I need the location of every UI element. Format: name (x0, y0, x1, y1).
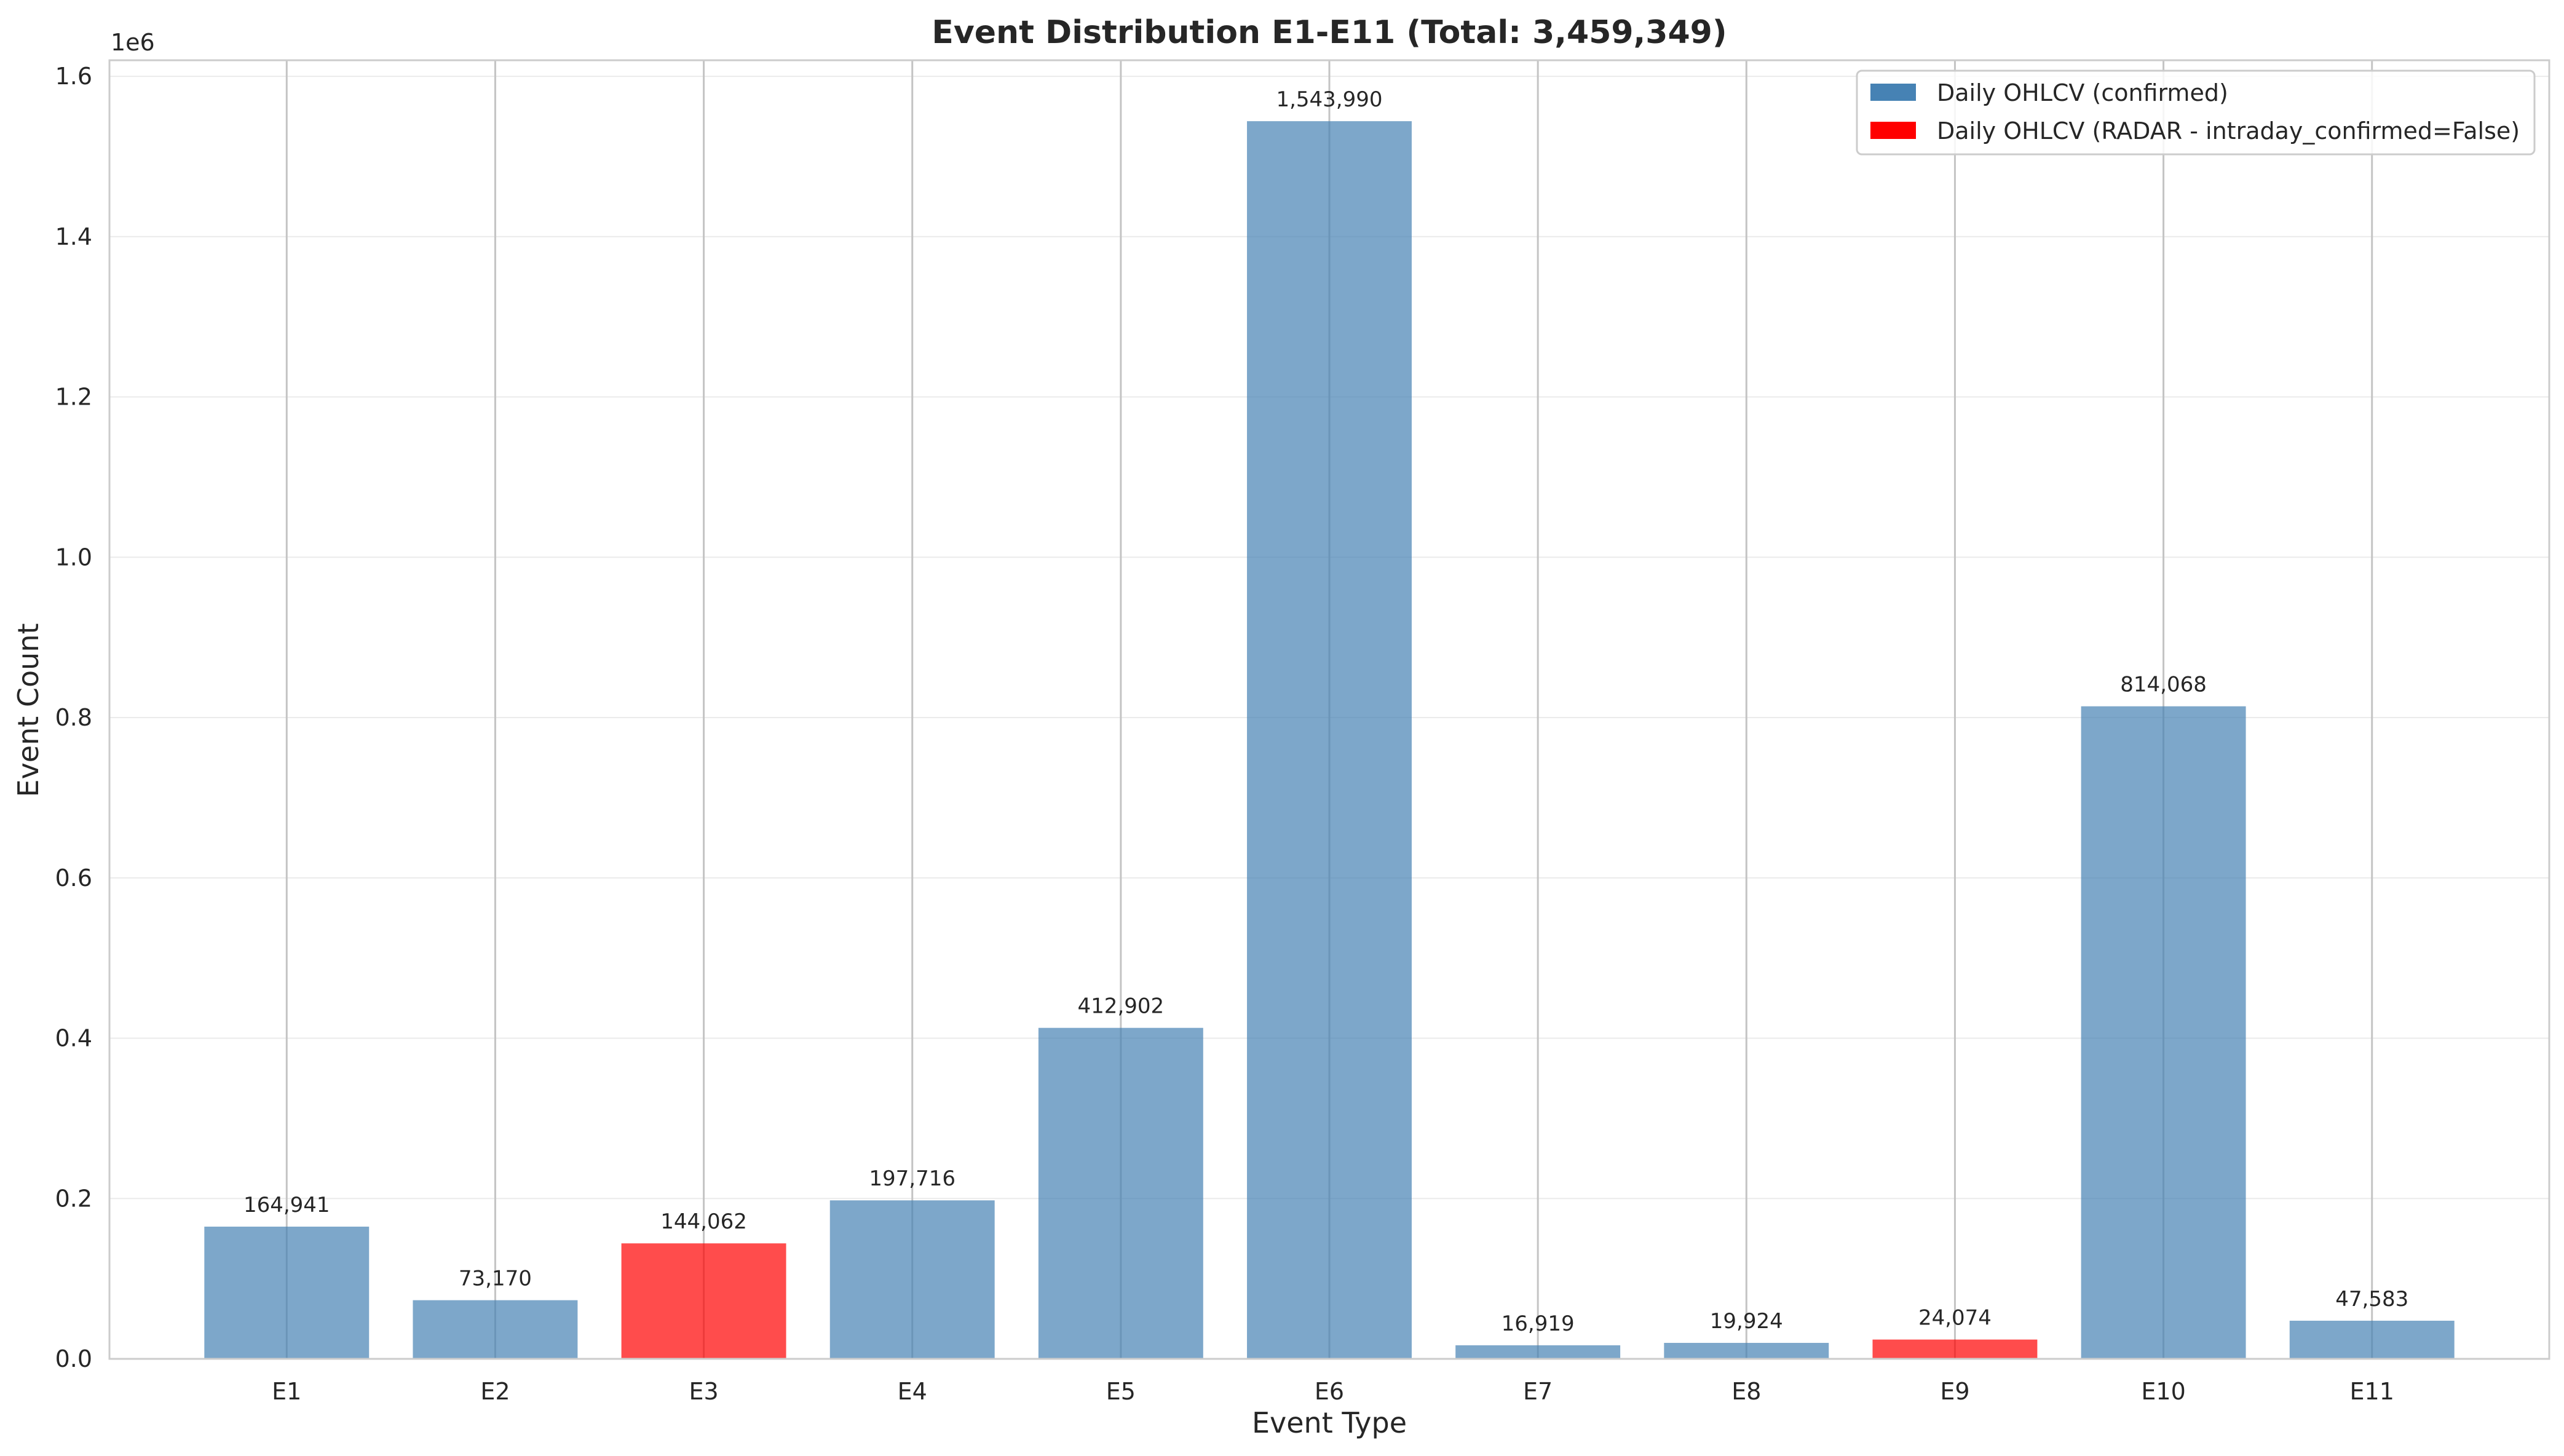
data-labels: 164,941 73,170 144,062 197,716 412,902 1,543,… (243, 87, 2408, 1336)
y-tick-label: 0.8 (55, 704, 92, 731)
x-tick-label: E2 (480, 1378, 510, 1405)
bar-e2 (413, 1300, 578, 1359)
data-label-e2: 73,170 (459, 1267, 532, 1291)
bar-e9 (1872, 1339, 2038, 1359)
legend-frame (1856, 69, 2536, 156)
legend-label-radar: Daily OHLCV (RADAR - intraday_confirmed=… (1937, 117, 2520, 144)
y-tick-label: 1.2 (55, 384, 92, 411)
data-label-e1: 164,941 (243, 1193, 330, 1217)
y-axis-label: Event Count (12, 623, 45, 797)
data-label-e7: 16,919 (1502, 1312, 1575, 1336)
bar-e6 (1247, 121, 1412, 1359)
x-tick-label: E3 (689, 1378, 718, 1405)
data-label-e6: 1,543,990 (1276, 87, 1382, 112)
chart-title: Event Distribution E1-E11 (Total: 3,459,… (932, 14, 1727, 51)
bar-e11 (2289, 1320, 2455, 1359)
y-tick-label: 0.4 (55, 1025, 92, 1052)
legend-swatch-confirmed (1870, 84, 1916, 101)
x-axis: E1 E2 E3 E4 E5 E6 E7 E8 E9 E10 E11 (272, 1378, 2394, 1405)
x-tick-label: E1 (272, 1378, 301, 1405)
bar-e3 (621, 1243, 786, 1359)
legend: Daily OHLCV (confirmed) Daily OHLCV (RAD… (1856, 69, 2536, 156)
x-tick-label: E9 (1940, 1378, 1969, 1405)
x-axis-label: Event Type (1252, 1406, 1407, 1439)
data-label-e3: 144,062 (660, 1209, 747, 1234)
data-label-e5: 412,902 (1078, 994, 1165, 1019)
legend-swatch-radar (1870, 122, 1916, 139)
y-tick-label: 1.6 (55, 63, 92, 90)
x-tick-label: E4 (898, 1378, 927, 1405)
data-label-e10: 814,068 (2120, 673, 2207, 697)
bar-e8 (1664, 1343, 1829, 1359)
legend-label-confirmed: Daily OHLCV (confirmed) (1937, 79, 2228, 106)
plot-area (108, 59, 2550, 1360)
x-tick-label: E7 (1523, 1378, 1553, 1405)
x-tick-label: E5 (1106, 1378, 1136, 1405)
x-tick-label: E6 (1315, 1378, 1344, 1405)
y-axis-offset-label: 1e6 (111, 29, 155, 56)
bar-e7 (1455, 1345, 1621, 1359)
bar-e4 (829, 1200, 995, 1359)
y-axis: 0.0 0.2 0.4 0.6 0.8 1.0 1.2 1.4 1.6 (55, 63, 92, 1372)
bar-e1 (204, 1226, 370, 1359)
y-tick-label: 0.0 (55, 1345, 92, 1372)
x-tick-label: E8 (1731, 1378, 1761, 1405)
bar-e10 (2081, 706, 2246, 1359)
bars (204, 121, 2455, 1359)
y-tick-label: 1.0 (55, 544, 92, 571)
x-tick-label: E10 (2141, 1378, 2185, 1405)
y-tick-label: 0.2 (55, 1185, 92, 1212)
data-label-e4: 197,716 (869, 1166, 956, 1191)
data-label-e11: 47,583 (2335, 1287, 2408, 1312)
x-tick-label: E11 (2350, 1378, 2394, 1405)
y-tick-label: 1.4 (55, 223, 92, 250)
y-tick-label: 0.6 (55, 865, 92, 892)
data-label-e8: 19,924 (1710, 1309, 1783, 1334)
bar-e5 (1038, 1027, 1203, 1359)
data-label-e9: 24,074 (1918, 1306, 1992, 1331)
